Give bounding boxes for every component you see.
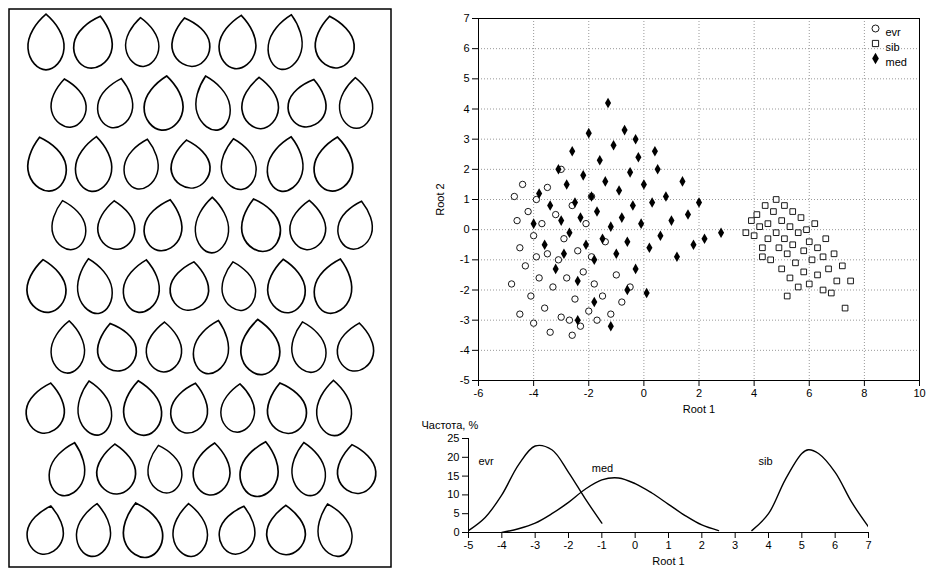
svg-text:-2: -2 (460, 284, 470, 296)
svg-text:Root 1: Root 1 (652, 555, 684, 567)
svg-text:10: 10 (913, 387, 925, 399)
svg-text:-2: -2 (564, 539, 574, 551)
svg-text:10: 10 (447, 488, 459, 500)
svg-text:-2: -2 (584, 387, 594, 399)
svg-text:evr: evr (479, 455, 495, 467)
svg-text:8: 8 (861, 387, 867, 399)
svg-text:5: 5 (463, 72, 469, 84)
svg-text:-3: -3 (460, 314, 470, 326)
svg-text:25: 25 (447, 432, 459, 444)
svg-text:med: med (886, 56, 907, 68)
svg-text:-1: -1 (597, 539, 607, 551)
svg-text:2: 2 (699, 539, 705, 551)
svg-text:4: 4 (463, 103, 469, 115)
svg-text:Частота, %: Частота, % (422, 419, 479, 431)
svg-text:1: 1 (463, 193, 469, 205)
svg-text:-5: -5 (460, 374, 470, 386)
svg-text:sib: sib (886, 41, 900, 53)
svg-text:-3: -3 (530, 539, 540, 551)
svg-text:Root 2: Root 2 (434, 183, 446, 215)
svg-text:4: 4 (751, 387, 757, 399)
svg-text:0: 0 (463, 223, 469, 235)
svg-text:evr: evr (886, 26, 902, 38)
svg-text:5: 5 (453, 507, 459, 519)
svg-text:7: 7 (463, 12, 469, 24)
svg-text:5: 5 (799, 539, 805, 551)
svg-text:-4: -4 (529, 387, 539, 399)
svg-text:0: 0 (632, 539, 638, 551)
svg-text:15: 15 (447, 470, 459, 482)
svg-text:-4: -4 (497, 539, 507, 551)
svg-text:6: 6 (832, 539, 838, 551)
svg-text:20: 20 (447, 451, 459, 463)
svg-text:4: 4 (765, 539, 771, 551)
svg-text:med: med (592, 462, 613, 474)
svg-text:-4: -4 (460, 344, 470, 356)
svg-text:6: 6 (463, 42, 469, 54)
svg-text:Root 1: Root 1 (683, 403, 715, 415)
svg-text:-5: -5 (464, 539, 474, 551)
svg-text:2: 2 (696, 387, 702, 399)
svg-text:0: 0 (453, 526, 459, 538)
svg-text:1: 1 (665, 539, 671, 551)
svg-text:sib: sib (759, 455, 773, 467)
svg-text:7: 7 (865, 539, 871, 551)
svg-text:-6: -6 (474, 387, 484, 399)
svg-text:6: 6 (806, 387, 812, 399)
svg-text:3: 3 (463, 133, 469, 145)
svg-text:2: 2 (463, 163, 469, 175)
svg-text:0: 0 (641, 387, 647, 399)
svg-text:-1: -1 (460, 253, 470, 265)
svg-text:3: 3 (732, 539, 738, 551)
